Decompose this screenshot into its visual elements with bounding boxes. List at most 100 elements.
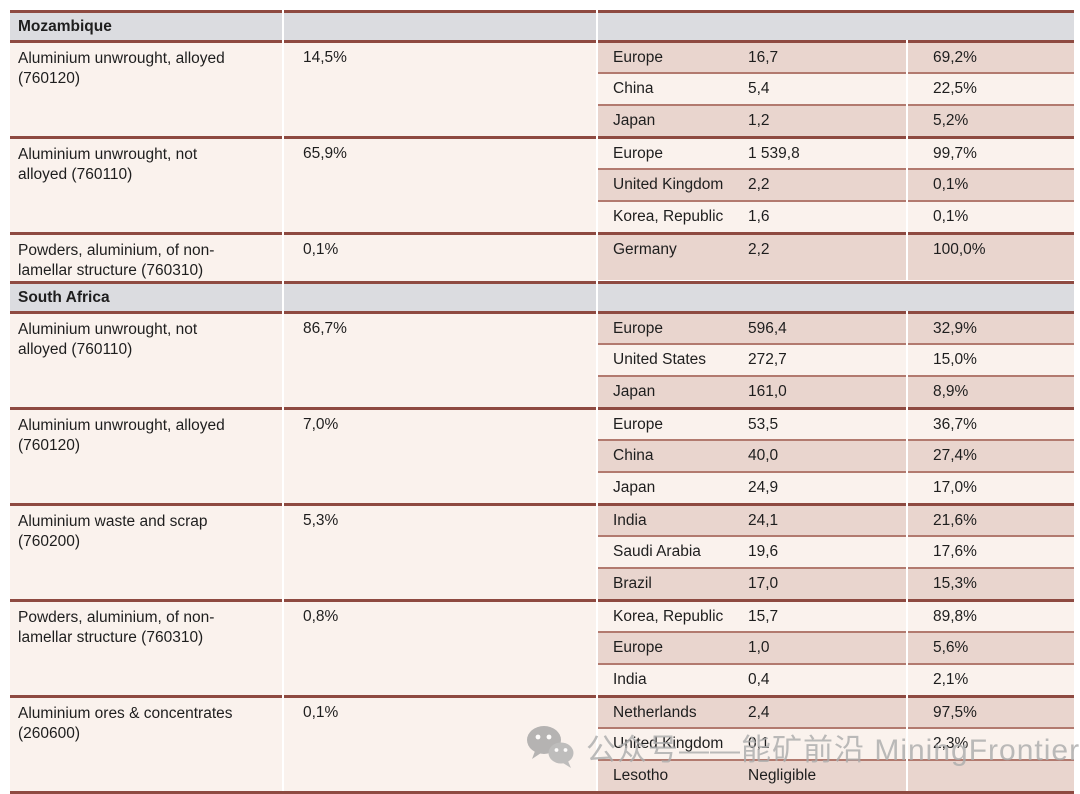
destination-share: 15,0% — [908, 343, 1074, 375]
destination-value: 1,0 — [748, 639, 770, 656]
destination-share: 99,7% — [908, 136, 1074, 168]
destination-name: Japan — [613, 383, 656, 400]
section-header-spacer — [598, 10, 1074, 40]
destination-row: India 24,1 21,6% — [598, 503, 1074, 535]
product-name: Aluminium unwrought, not alloyed (760110… — [10, 311, 282, 407]
destination-row: Germany 2,2 100,0% — [598, 232, 1074, 280]
destination-row: Japan 1,2 5,2% — [598, 104, 1074, 136]
destination-value: 16,7 — [748, 48, 779, 66]
destination-share: 15,3% — [908, 567, 1074, 599]
destination-row: China 40,0 27,4% — [598, 439, 1074, 471]
destination-share: 22,5% — [908, 72, 1074, 104]
destination-share: 17,0% — [908, 471, 1074, 503]
product-group: Aluminium unwrought, not alloyed (760110… — [10, 136, 1074, 232]
destination-name: Germany — [613, 241, 677, 258]
destination-value: 161,0 — [748, 383, 787, 400]
destination-row: India 0,4 2,1% — [598, 663, 1074, 695]
destination-value: 53,5 — [748, 415, 779, 433]
section-header-spacer — [284, 281, 596, 311]
product-export-share: 65,9% — [284, 136, 596, 232]
product-name: Aluminium unwrought, not alloyed (760110… — [10, 136, 282, 232]
destination-row: Saudi Arabia 19,6 17,6% — [598, 535, 1074, 567]
destination-name: Europe — [613, 639, 663, 656]
destination-name: Europe — [613, 319, 663, 337]
destination-row: Japan 161,0 8,9% — [598, 375, 1074, 407]
destination-name: India — [613, 511, 647, 529]
product-export-share: 86,7% — [284, 311, 596, 407]
destination-name: Europe — [613, 415, 663, 433]
destination-share: 89,8% — [908, 599, 1074, 631]
destination-name: Netherlands — [613, 703, 697, 721]
destination-name: Korea, Republic — [613, 208, 724, 225]
product-group: Aluminium unwrought, alloyed (760120) 7,… — [10, 407, 1074, 503]
destination-list: Korea, Republic 15,7 89,8% Europe 1,0 5,6%… — [598, 599, 1074, 695]
destination-list: Europe 1 539,8 99,7% United Kingdom 2,2 0,… — [598, 136, 1074, 232]
destination-list: Netherlands 2,4 97,5% United Kingdom 0,1 2… — [598, 695, 1074, 791]
product-group: Aluminium waste and scrap (760200) 5,3% … — [10, 503, 1074, 599]
destination-name: United States — [613, 351, 707, 368]
destination-row: Korea, Republic 1,6 0,1% — [598, 200, 1074, 232]
product-name: Powders, aluminium, of non-lamellar stru… — [10, 599, 282, 695]
destination-share: 100,0% — [908, 232, 1074, 280]
product-group: Powders, aluminium, of non-lamellar stru… — [10, 232, 1074, 281]
destination-share: 27,4% — [908, 439, 1074, 471]
destination-share: 69,2% — [908, 40, 1074, 72]
destination-row: Netherlands 2,4 97,5% — [598, 695, 1074, 727]
destination-row: Europe 16,7 69,2% — [598, 40, 1074, 72]
destination-value: 15,7 — [748, 607, 779, 625]
product-group: Powders, aluminium, of non-lamellar stru… — [10, 599, 1074, 695]
destination-share: 97,5% — [908, 695, 1074, 727]
destination-row: Lesotho Negligible — [598, 759, 1074, 791]
destination-value: 24,9 — [748, 479, 779, 496]
destination-share: 8,9% — [908, 375, 1074, 407]
destination-row: United Kingdom 0,1 2,3% — [598, 727, 1074, 759]
destination-name: India — [613, 671, 647, 688]
destination-list: Europe 53,5 36,7% China 40,0 27,4% Japan 24… — [598, 407, 1074, 503]
destination-name: Japan — [613, 479, 656, 496]
destination-share: 17,6% — [908, 535, 1074, 567]
destination-name: Lesotho — [613, 767, 669, 784]
destination-row: United States 272,7 15,0% — [598, 343, 1074, 375]
destination-row: Europe 596,4 32,9% — [598, 311, 1074, 343]
destination-value: 19,6 — [748, 543, 779, 560]
destination-name: Saudi Arabia — [613, 543, 701, 560]
destination-name: Japan — [613, 112, 656, 129]
destination-value: 17,0 — [748, 575, 779, 592]
section-title: Mozambique — [10, 10, 282, 40]
destination-share — [908, 759, 1074, 791]
destination-share: 0,1% — [908, 168, 1074, 200]
destination-share: 21,6% — [908, 503, 1074, 535]
destination-share: 2,3% — [908, 727, 1074, 759]
product-name: Aluminium unwrought, alloyed (760120) — [10, 407, 282, 503]
destination-row: Europe 1 539,8 99,7% — [598, 136, 1074, 168]
destination-row: Brazil 17,0 15,3% — [598, 567, 1074, 599]
destination-value: 2,2 — [748, 241, 770, 258]
destination-value: 40,0 — [748, 447, 779, 464]
product-export-share: 7,0% — [284, 407, 596, 503]
product-group: Aluminium ores & concentrates (260600) 0… — [10, 695, 1074, 791]
destination-share: 2,1% — [908, 663, 1074, 695]
destination-value: Negligible — [748, 767, 817, 784]
destination-value: 596,4 — [748, 319, 787, 337]
product-name: Aluminium unwrought, alloyed (760120) — [10, 40, 282, 136]
product-export-share: 0,1% — [284, 232, 596, 281]
destination-list: Europe 16,7 69,2% China 5,4 22,5% Japan 1,2… — [598, 40, 1074, 136]
product-export-share: 5,3% — [284, 503, 596, 599]
product-group: Aluminium unwrought, alloyed (760120) 14… — [10, 40, 1074, 136]
destination-share: 5,6% — [908, 631, 1074, 663]
destination-value: 0,4 — [748, 671, 770, 688]
section-header-spacer — [598, 281, 1074, 311]
destination-value: 1,6 — [748, 208, 770, 225]
destination-name: Brazil — [613, 575, 652, 592]
destination-share: 36,7% — [908, 407, 1074, 439]
export-destinations-table: Mozambique Aluminium unwrought, alloyed … — [10, 10, 1074, 794]
destination-value: 2,4 — [748, 703, 770, 721]
destination-name: United Kingdom — [613, 735, 724, 752]
destination-row: United Kingdom 2,2 0,1% — [598, 168, 1074, 200]
destination-row: Korea, Republic 15,7 89,8% — [598, 599, 1074, 631]
product-export-share: 14,5% — [284, 40, 596, 136]
product-export-share: 0,8% — [284, 599, 596, 695]
destination-row: Europe 1,0 5,6% — [598, 631, 1074, 663]
destination-row: China 5,4 22,5% — [598, 72, 1074, 104]
section-header: Mozambique — [10, 10, 1074, 40]
